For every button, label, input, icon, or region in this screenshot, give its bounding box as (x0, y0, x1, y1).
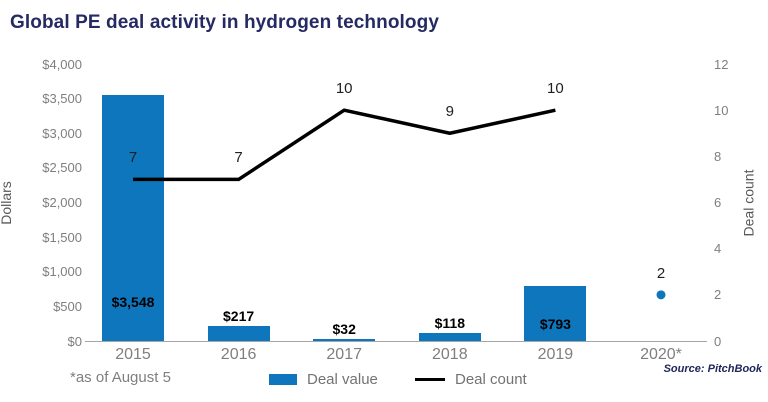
deal-count-label: 10 (335, 80, 353, 98)
right-axis-tick-label: 0 (714, 333, 722, 349)
deal-value-bar (207, 325, 270, 341)
deal-count-label: 10 (547, 80, 564, 98)
right-axis-tick-label: 12 (714, 56, 729, 72)
deal-value-bar (313, 338, 376, 341)
left-axis-title: Dollars (0, 181, 14, 225)
deal-count-point-2020 (656, 290, 666, 300)
category-label: 2020* (640, 346, 682, 363)
right-axis-tick-label: 8 (714, 148, 722, 164)
category-label: 2015 (115, 346, 151, 363)
left-axis-tick-label: $2,500 (42, 160, 82, 176)
bar-value-label: $217 (223, 307, 255, 324)
deal-count-label: 7 (128, 149, 138, 167)
left-axis-tick-label: $4,000 (42, 56, 82, 72)
legend-deal-count-label: Deal count (455, 371, 527, 388)
left-axis-tick-label: $1,000 (42, 264, 82, 280)
source-attribution: Source: PitchBook (663, 363, 762, 375)
footnote: *as of August 5 (70, 369, 171, 386)
left-axis-tick-label: $2,000 (42, 195, 82, 210)
deal-count-label: 9 (445, 103, 454, 121)
left-axis-tick-label: $500 (53, 298, 82, 314)
category-label: 2019 (537, 346, 574, 363)
deal-value-swatch-icon (269, 374, 297, 385)
deal-count-label: 2 (656, 264, 666, 282)
deal-value-bar (418, 332, 481, 341)
bar-value-label: $793 (539, 316, 571, 333)
deal-value-bar (524, 286, 587, 341)
category-label: 2017 (326, 346, 362, 363)
category-label: 2016 (220, 346, 257, 363)
right-axis-tick-label: 10 (714, 102, 729, 118)
left-axis-tick-label: $1,500 (42, 229, 82, 245)
right-axis-tick-label: 2 (714, 287, 722, 303)
bar-value-label: $3,548 (111, 293, 155, 310)
right-axis-tick-label: 4 (714, 241, 722, 257)
deal-count-line (133, 108, 556, 182)
right-axis-tick-label: 6 (714, 195, 722, 210)
x-axis-line (85, 341, 707, 342)
bar-value-label: $118 (434, 314, 465, 331)
legend-deal-value-label: Deal value (307, 371, 378, 388)
left-axis-tick-label: $3,500 (42, 91, 82, 107)
left-axis-tick-label: $0 (67, 333, 82, 349)
deal-count-label: 7 (234, 149, 243, 167)
left-axis-tick-label: $3,000 (42, 125, 82, 141)
category-label: 2018 (432, 346, 468, 363)
legend-deal-value: Deal value (269, 371, 378, 388)
bar-value-label: $32 (332, 320, 356, 337)
deal-count-swatch-icon (415, 377, 445, 382)
chart-title: Global PE deal activity in hydrogen tech… (10, 12, 440, 33)
legend-deal-count: Deal count (415, 371, 527, 388)
right-axis-title: Deal count (740, 169, 757, 237)
